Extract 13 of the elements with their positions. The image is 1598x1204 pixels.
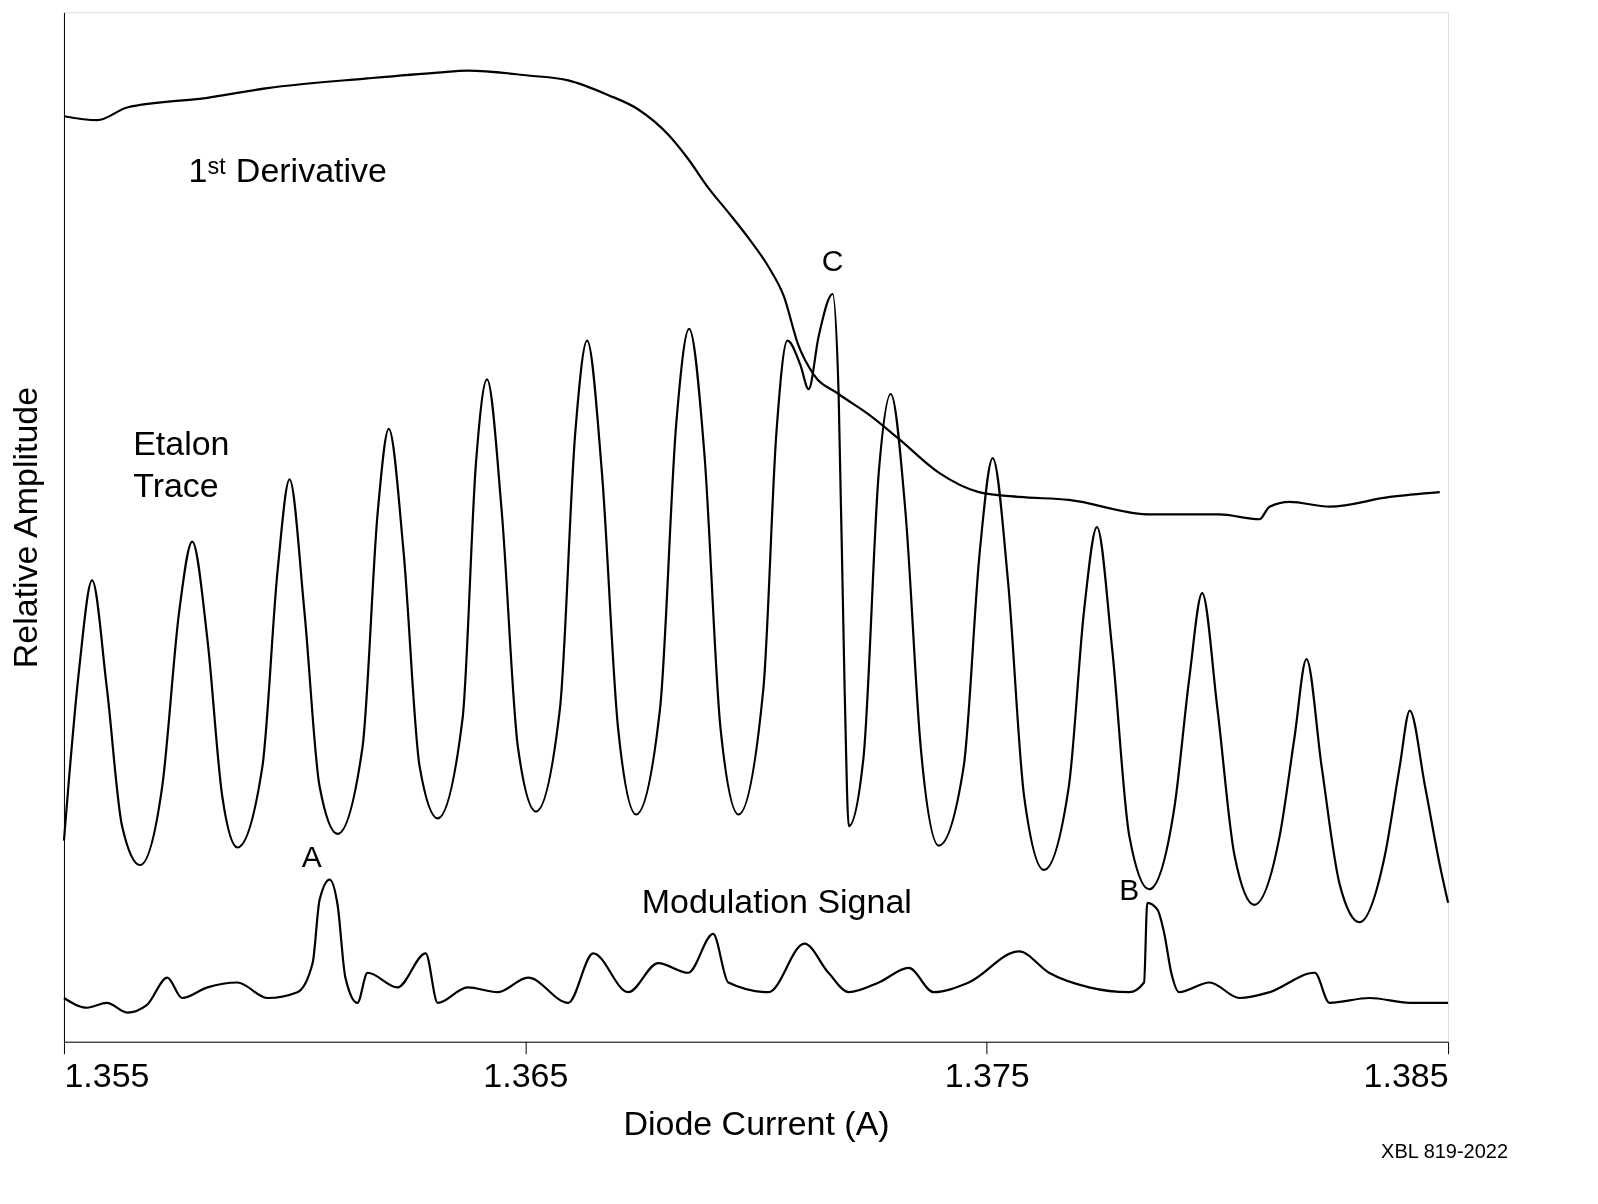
annotation: A [301, 839, 322, 873]
series-label: 1ˢᵗ Derivative [188, 150, 387, 189]
x-tick-label: 1.355 [64, 1056, 150, 1095]
x-tick-label: 1.385 [1363, 1056, 1449, 1095]
series-label: Etalon Trace [133, 423, 230, 504]
x-axis-title: Diode Current (A) [623, 1104, 890, 1143]
x-tick-label: 1.375 [944, 1056, 1030, 1095]
annotation: B [1119, 872, 1140, 906]
annotation: C [821, 243, 844, 277]
x-tick-label: 1.365 [483, 1056, 569, 1095]
series-label: Modulation Signal [641, 881, 912, 920]
text: XBL 819-2022 [1381, 1139, 1509, 1162]
y-axis-title: Relative Amplitude [6, 386, 45, 669]
